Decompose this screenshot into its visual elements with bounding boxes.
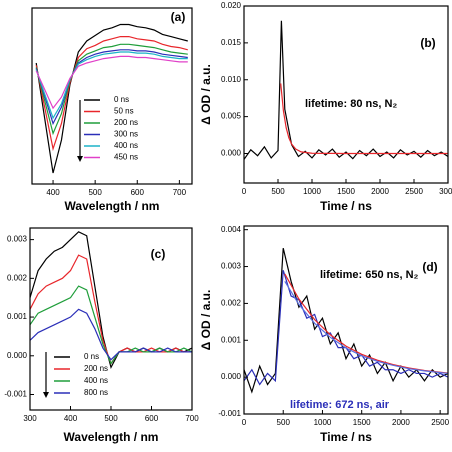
y-tick-label: 0.002	[221, 299, 242, 308]
data-line	[284, 280, 448, 375]
y-tick-label: 0.001	[7, 312, 28, 321]
legend-arrowhead	[43, 392, 49, 398]
annotation: lifetime: 672 ns, air	[290, 399, 390, 411]
x-tick-label: 500	[88, 188, 102, 197]
data-line	[284, 273, 448, 374]
x-axis-label: Time / ns	[320, 430, 372, 444]
y-axis-label: Δ OD / a.u.	[199, 64, 213, 125]
data-line	[280, 83, 448, 155]
y-tick-label: 0.002	[7, 273, 28, 282]
y-tick-label: 0.000	[221, 372, 242, 381]
x-axis-label: Wavelength / nm	[65, 199, 160, 213]
x-tick-label: 600	[131, 188, 145, 197]
data-line	[35, 23, 188, 174]
y-tick-label: 0.000	[7, 351, 28, 360]
y-tick-label: -0.001	[4, 390, 27, 399]
x-tick-label: 2500	[405, 187, 423, 196]
data-line	[30, 285, 192, 365]
x-tick-label: 700	[173, 188, 187, 197]
data-line	[244, 270, 448, 386]
x-tick-label: 1000	[314, 418, 332, 427]
x-tick-label: 1500	[337, 187, 355, 196]
panel-label: (a)	[171, 10, 186, 24]
y-tick-label: 0.005	[221, 112, 242, 121]
data-line	[30, 231, 192, 370]
x-tick-label: 0	[242, 187, 247, 196]
y-tick-label: 0.020	[221, 1, 242, 10]
y-tick-label: 0.015	[221, 38, 242, 47]
legend-label: 400 ns	[84, 376, 108, 385]
y-tick-label: 0.010	[221, 75, 242, 84]
y-tick-label: 0.004	[221, 225, 242, 234]
data-line	[35, 49, 188, 126]
legend-label: 300 ns	[114, 130, 138, 139]
x-tick-label: 1000	[303, 187, 321, 196]
annotation: lifetime: 80 ns, N₂	[305, 98, 397, 110]
legend-label: 200 ns	[84, 364, 108, 373]
x-tick-label: 2500	[431, 418, 449, 427]
legend-label: 50 ns	[114, 107, 134, 116]
y-tick-label: 0.003	[7, 235, 28, 244]
data-line	[35, 36, 188, 152]
legend-label: 800 ns	[84, 388, 108, 397]
x-tick-label: 2000	[371, 187, 389, 196]
legend-label: 400 ns	[114, 141, 138, 150]
x-tick-label: 500	[104, 414, 118, 423]
legend-label: 450 ns	[114, 153, 138, 162]
data-line	[30, 254, 192, 365]
x-tick-label: 600	[145, 414, 159, 423]
legend-label: 0 ns	[84, 352, 99, 361]
x-axis-label: Time / ns	[320, 199, 372, 213]
data-line	[35, 55, 188, 110]
y-tick-label: 0.000	[221, 149, 242, 158]
x-tick-label: 300	[23, 414, 37, 423]
x-tick-label: 400	[46, 188, 60, 197]
plot-frame	[243, 225, 449, 415]
data-line	[35, 43, 188, 136]
panel-label: (d)	[422, 260, 437, 274]
x-tick-label: 1500	[353, 418, 371, 427]
plot-frame	[29, 227, 193, 411]
data-line	[244, 20, 448, 160]
y-axis-label: Δ OD / a.u.	[199, 290, 213, 351]
legend-label: 0 ns	[114, 95, 129, 104]
x-tick-label: 700	[185, 414, 199, 423]
annotation: lifetime: 650 ns, N₂	[320, 269, 419, 281]
legend-arrowhead	[77, 156, 83, 162]
y-tick-label: 0.003	[221, 262, 242, 271]
legend-label: 200 ns	[114, 118, 138, 127]
y-tick-label: 0.001	[221, 335, 242, 344]
x-tick-label: 500	[271, 187, 285, 196]
panel-label: (b)	[420, 36, 435, 50]
y-tick-label: -0.001	[218, 409, 241, 418]
panel-label: (c)	[151, 247, 166, 261]
x-tick-label: 2000	[392, 418, 410, 427]
x-tick-label: 400	[64, 414, 78, 423]
plot-frame	[31, 7, 193, 185]
x-tick-label: 0	[242, 418, 247, 427]
plot-frame	[243, 5, 449, 184]
x-axis-label: Wavelength / nm	[64, 430, 159, 444]
data-line	[30, 308, 192, 361]
data-line	[35, 51, 188, 120]
x-tick-label: 500	[277, 418, 291, 427]
